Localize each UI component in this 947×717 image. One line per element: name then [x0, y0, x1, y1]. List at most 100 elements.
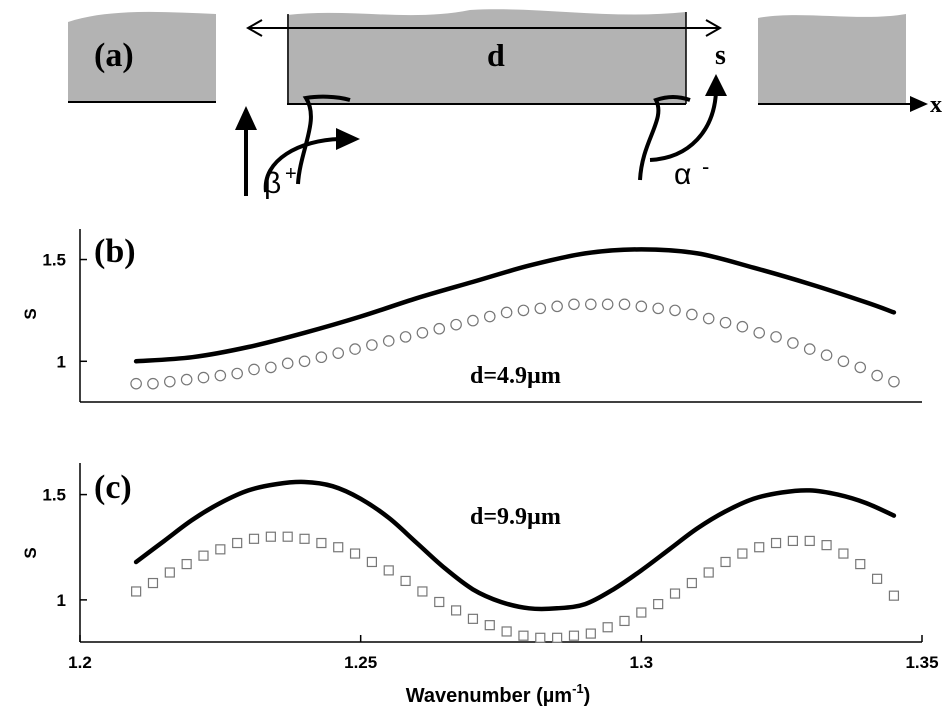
panel-b-circle-marker: [248, 363, 260, 376]
panel-c-square-marker: [871, 573, 883, 584]
panel-c-ytick-label: 1: [57, 591, 66, 610]
panel-c-square-marker: [501, 626, 512, 637]
panel-b-circle-marker: [450, 318, 462, 331]
panel-c-square-marker: [164, 567, 175, 578]
alpha-arrowhead: [705, 74, 727, 96]
panel-c-solid-curve: [133, 479, 897, 612]
panel-b-circle-marker: [551, 300, 563, 313]
panel-c-square-marker: [619, 615, 630, 627]
panel-b-circle-marker: [332, 347, 345, 359]
panel-b-circle-marker: [298, 355, 311, 368]
x-axis-title-end: ): [584, 685, 591, 707]
d-arrowhead-right: [705, 19, 723, 37]
panel-b-circle-marker: [416, 326, 429, 339]
panel-c-square-marker: [147, 577, 159, 589]
panel-c-square-marker: [787, 535, 798, 547]
panel-c-square-marker: [804, 535, 815, 547]
panel-c-label: (c): [94, 469, 132, 506]
panel-b-annotation: d=4.9µm: [470, 363, 561, 389]
x-axis-title-sup: -1: [572, 681, 584, 696]
panel-b-circle-marker: [147, 377, 159, 390]
panel-c-square-marker: [653, 598, 664, 610]
panel-c-square-marker: [333, 542, 344, 553]
panel-c-square-marker: [417, 586, 428, 597]
alpha-curved-arrow: [649, 91, 718, 162]
panel-c-square-marker: [400, 575, 411, 587]
panel-c-ylabel: S: [21, 547, 40, 558]
panel-c-square-marker: [299, 533, 310, 544]
panel-b-circle-marker: [787, 337, 799, 349]
panel-b-circle-marker: [753, 326, 766, 339]
panel-c-square-marker: [737, 548, 748, 559]
panel-c-square-marker: [552, 632, 563, 643]
panel-c-square-marker: [232, 537, 243, 549]
panel-c-square-marker: [636, 607, 647, 618]
panel-c-square-marker: [669, 588, 681, 599]
panel-b-circle-marker: [635, 300, 648, 313]
panel-b-circle-marker: [820, 349, 833, 361]
panel-c-square-marker: [770, 537, 782, 549]
panel-b-ylabel: S: [21, 308, 40, 319]
panel-c-ytick-label: 1.5: [42, 486, 66, 505]
panel-b-circle-marker: [315, 351, 328, 364]
left-block: [68, 11, 216, 102]
panel-b-circle-marker: [652, 302, 664, 315]
panel-c-square-marker: [720, 556, 731, 568]
panel-b-circle-marker: [366, 339, 378, 351]
panel-c-annotation: d=9.9µm: [470, 504, 561, 530]
panel-c-square-marker: [349, 548, 361, 559]
panel-c-square-marker: [855, 558, 866, 570]
panel-c-square-marker: [838, 548, 849, 559]
panel-b-plot-area: [130, 247, 900, 390]
panel-b-ticks: 11.5: [42, 251, 87, 371]
alpha-label: α: [674, 158, 691, 191]
panel-b-circle-marker: [399, 331, 412, 343]
beta-arrowhead: [336, 128, 360, 150]
panel-c-square-marker: [198, 550, 209, 561]
panel-b-solid-curve: [133, 247, 897, 364]
panel-b-circle-marker: [265, 361, 277, 374]
panel-c-square-marker: [888, 590, 900, 601]
panel-b-circle-marker: [702, 312, 715, 325]
panel-b-circle-marker: [837, 355, 850, 368]
panel-b-circle-marker: [433, 322, 446, 335]
panel-c-square-marker: [484, 620, 495, 631]
panel-c-square-marker: [265, 531, 276, 542]
panel-c-square-marker: [316, 537, 327, 549]
panel-c-xtick-label: 1.3: [630, 653, 654, 672]
panel-b-circle-marker: [349, 343, 361, 355]
panel-c-square-marker: [181, 558, 192, 570]
panel-c-square-marker: [366, 556, 377, 568]
beta-label: β: [264, 167, 281, 200]
panel-c-ticks: 1 1.5 1.2 1.25 1.3 1.35: [42, 486, 938, 672]
panel-b-circle-marker: [854, 361, 867, 374]
panel-a-schematic: x (a) d s β + α -: [68, 9, 942, 200]
panel-c-chart: 1 1.5 1.2 1.25 1.3 1.35 S (c) d=9.9µm Wavenum…: [21, 463, 939, 707]
x-axis-title-main: Wavenumber (µm: [406, 685, 572, 707]
panel-b-circle-marker: [231, 367, 243, 380]
panel-c-square-marker: [467, 613, 479, 624]
panel-c-plot-area: [131, 479, 900, 643]
beta-superscript: +: [285, 163, 297, 185]
panel-b-ytick-label: 1.5: [42, 251, 66, 270]
panel-c-square-marker: [282, 531, 293, 542]
panel-b-ytick-label: 1: [57, 352, 66, 371]
panel-c-square-marker: [602, 622, 613, 633]
panel-c-square-marker: [131, 586, 142, 597]
panel-c-square-marker: [585, 628, 596, 639]
panel-b-circle-marker: [164, 375, 176, 388]
panel-b-circle-marker: [770, 331, 782, 343]
panel-c-square-marker: [568, 630, 580, 641]
panel-c-square-marker: [535, 632, 546, 643]
left-edge-scatter-curve: [296, 94, 351, 185]
panel-c-square-marker: [434, 596, 445, 608]
panel-b-circle-marker: [214, 369, 227, 382]
d-label: d: [487, 37, 505, 73]
panel-a-label: (a): [94, 37, 134, 74]
right-edge-scatter-curve: [638, 95, 691, 181]
panel-c-square-marker: [215, 544, 226, 555]
panel-b-circle-marker: [382, 335, 395, 347]
panel-b-circle-marker: [568, 298, 580, 311]
right-block: [758, 14, 906, 104]
panel-b-chart: 11.5 S (b) d=4.9µm: [21, 229, 922, 403]
